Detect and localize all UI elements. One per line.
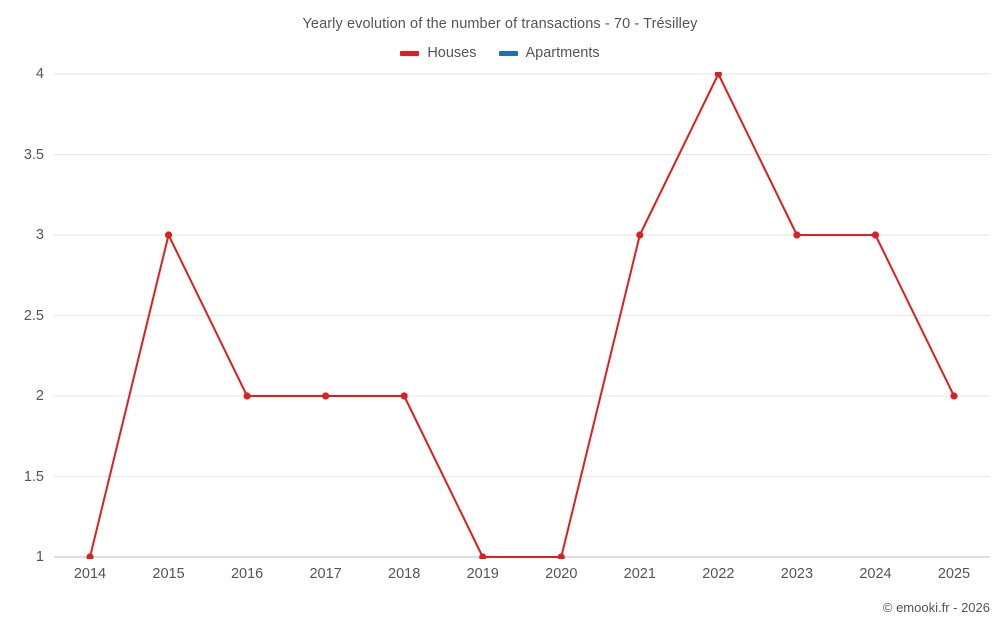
legend-swatch-houses bbox=[400, 50, 420, 56]
x-tick-label: 2018 bbox=[388, 566, 421, 582]
plot-svg bbox=[54, 72, 990, 559]
data-point-houses[interactable] bbox=[871, 231, 880, 239]
data-point-houses[interactable] bbox=[714, 72, 722, 78]
credit-text: © emooki.fr - 2026 bbox=[882, 600, 990, 615]
x-tick-label: 2017 bbox=[309, 566, 342, 582]
x-tick-label: 2024 bbox=[859, 566, 892, 582]
data-point-houses[interactable] bbox=[557, 553, 565, 559]
legend-item-houses[interactable]: Houses bbox=[400, 45, 477, 61]
plot-area: 1 1.5 2 2.5 3 3.5 4 2014 2015 2016 2017 2018 2019 20… bbox=[24, 66, 990, 582]
data-point-houses[interactable] bbox=[950, 392, 958, 400]
y-tick-label: 2 bbox=[35, 388, 44, 404]
chart-title: Yearly evolution of the number of transa… bbox=[302, 16, 698, 32]
x-tick-label: 2025 bbox=[937, 566, 971, 582]
data-point-houses[interactable] bbox=[86, 553, 94, 559]
y-tick-label: 3.5 bbox=[23, 146, 44, 163]
series-line-houses bbox=[89, 73, 955, 558]
data-point-houses[interactable] bbox=[479, 553, 487, 559]
data-point-houses[interactable] bbox=[636, 231, 644, 239]
x-tick-label: 2022 bbox=[702, 566, 735, 582]
y-tick-label: 1 bbox=[35, 549, 44, 565]
x-tick-label: 2019 bbox=[466, 566, 499, 582]
legend-label-apartments: Apartments bbox=[525, 45, 600, 61]
x-tick-label: 2014 bbox=[73, 566, 107, 582]
x-tick-label: 2016 bbox=[230, 566, 264, 582]
y-tick-label: 4 bbox=[35, 66, 44, 82]
legend-item-apartments[interactable]: Apartments bbox=[498, 45, 600, 61]
data-point-houses[interactable] bbox=[322, 392, 330, 400]
y-tick-label: 3 bbox=[35, 227, 44, 243]
data-point-houses[interactable] bbox=[164, 231, 173, 239]
legend-swatch-apartments bbox=[498, 50, 518, 56]
x-tick-label: 2020 bbox=[545, 566, 578, 582]
x-tick-label: 2023 bbox=[780, 566, 814, 582]
data-point-houses[interactable] bbox=[243, 392, 251, 400]
x-tick-label: 2015 bbox=[152, 566, 185, 582]
legend-label-houses: Houses bbox=[427, 45, 477, 61]
x-tick-label: 2021 bbox=[623, 566, 656, 582]
chart-legend: Houses Apartments bbox=[0, 45, 1000, 61]
data-point-houses[interactable] bbox=[400, 392, 408, 400]
y-tick-label: 2.5 bbox=[23, 307, 44, 324]
data-point-houses[interactable] bbox=[793, 231, 801, 239]
y-tick-label: 1.5 bbox=[23, 468, 44, 485]
